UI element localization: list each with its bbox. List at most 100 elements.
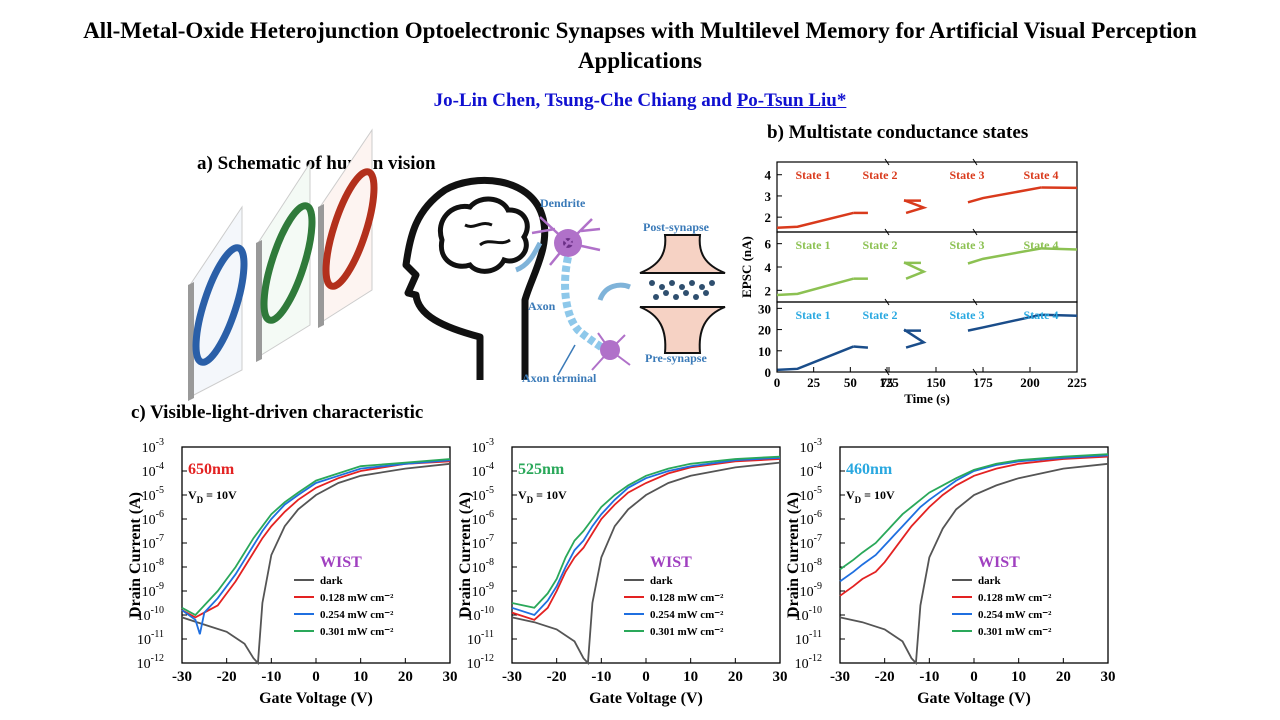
iv-series-dark [839,462,1109,666]
x-tick-label: 20 [1056,669,1071,685]
y-tick-label: 2 [765,210,772,225]
panel-b-heading: b) Multistate conductance states [767,122,1029,143]
y-tick-label: 10-3 [472,437,494,456]
y-tick-label: 10-7 [142,533,164,552]
state-label: State 4 [1024,168,1059,182]
x-tick-label: 10 [683,669,698,685]
epsc-segment [903,261,927,280]
state-label: State 2 [863,238,898,252]
epsc-segment [776,211,854,230]
y-tick-label: 10-9 [142,581,164,600]
legend-label: dark [650,575,674,587]
y-tick-label: 10-9 [472,581,494,600]
y-tick-label: 10-6 [472,509,494,528]
y-axis-label: EPSC (nA) [739,236,754,298]
y-tick-label: 10-11 [137,629,164,648]
epsc-segment [903,328,927,349]
legend-label: 0.254 mW cm⁻² [650,609,724,621]
x-tick-label: 75 [881,375,895,390]
axis-break [972,298,978,306]
y-tick-label: 10-8 [472,557,494,576]
iv-series-red [511,458,781,621]
epsc-segment [967,186,1042,204]
epsc-segment [903,199,928,215]
epsc-segment [967,247,1042,265]
x-tick-label: 10 [353,669,368,685]
x-tick-label: -10 [261,669,281,685]
legend-label: 0.301 mW cm⁻² [650,626,724,638]
iv-series-red [181,460,451,619]
iv-series-blue [511,456,781,617]
legend-label: 0.254 mW cm⁻² [320,609,394,621]
y-tick-label: 10-4 [800,461,822,480]
image-slab-green [256,161,316,362]
state-label: State 1 [796,308,831,322]
state-label: State 3 [950,168,985,182]
x-tick-label: -30 [172,669,192,685]
y-tick-label: 10-6 [800,509,822,528]
y-tick-label: 10-5 [472,485,494,504]
legend-title: WIST [650,554,692,571]
wavelength-label: 650nm [188,461,235,478]
x-tick-label: 0 [312,669,320,685]
epsc-segment [1041,247,1078,251]
y-tick-label: 3 [765,189,772,204]
drain-voltage-label: VD = 10V [518,488,567,505]
state-label: State 4 [1024,308,1059,322]
y-tick-label: 10-5 [142,485,164,504]
x-tick-label: 30 [773,669,788,685]
iv-series-red [839,455,1109,597]
y-tick-label: 10-7 [472,533,494,552]
x-axis-label: Gate Voltage (V) [917,690,1031,707]
pointer-line [557,344,576,376]
x-axis-label: Gate Voltage (V) [259,690,373,707]
iv-series-green [181,458,451,617]
legend-title: WIST [320,554,362,571]
iv-series-dark [511,461,781,666]
axis-break [972,158,978,166]
synapse-icon [639,234,726,354]
plot-frame [511,446,781,664]
x-tick-label: 30 [443,669,458,685]
x-tick-label: 0 [774,375,781,390]
x-tick-label: -20 [547,669,567,685]
x-tick-label: 10 [1011,669,1026,685]
y-axis-label: Drain Current (A) [785,492,802,618]
y-tick-label: 10-12 [137,653,164,672]
y-tick-label: 10-3 [142,437,164,456]
y-tick-label: 30 [758,301,771,316]
x-tick-label: 125 [879,375,899,390]
axis-break [884,158,890,166]
drain-voltage-label: VD = 10V [188,488,237,505]
x-tick-label: 200 [1020,375,1040,390]
axis-break [884,228,890,236]
epsc-segment [853,345,869,349]
axis-break [884,368,890,376]
y-tick-label: 10-11 [467,629,494,648]
x-tick-label: 175 [973,375,993,390]
label-pre-synapse: Pre-synapse [645,351,707,365]
x-tick-label: -30 [502,669,522,685]
x-tick-label: 225 [1067,375,1087,390]
axis-break [972,228,978,236]
state-label: State 2 [863,308,898,322]
legend-label: dark [320,575,344,587]
label-axon: Axon [528,299,556,313]
wavelength-label: 460nm [846,461,893,478]
epsc-segment [1041,313,1078,318]
x-axis-label: Gate Voltage (V) [589,690,703,707]
x-tick-label: 30 [1101,669,1116,685]
y-tick-label: 10 [758,344,771,359]
state-label: State 4 [1024,238,1059,252]
iv-chart-460nm: 10-12 10-11 10 -10 10-9 10-8 10-7 10-6 10-5 10-4 1… [785,437,1116,707]
legend-label: 0.128 mW cm⁻² [650,592,724,604]
neuron-icon [531,216,631,371]
arrow-icon-2 [597,282,631,302]
iv-chart-525nm: 10-12 10-11 10 -10 10-9 10-8 10-7 10-6 10-5 10-4 1… [457,437,788,707]
x-axis-label: Time (s) [904,391,950,406]
authors-corresponding: Po-Tsun Liu* [736,90,847,111]
x-tick-label: -10 [591,669,611,685]
image-slab-blue [188,205,248,401]
state-label: State 1 [796,238,831,252]
y-tick-label: 10-8 [142,557,164,576]
